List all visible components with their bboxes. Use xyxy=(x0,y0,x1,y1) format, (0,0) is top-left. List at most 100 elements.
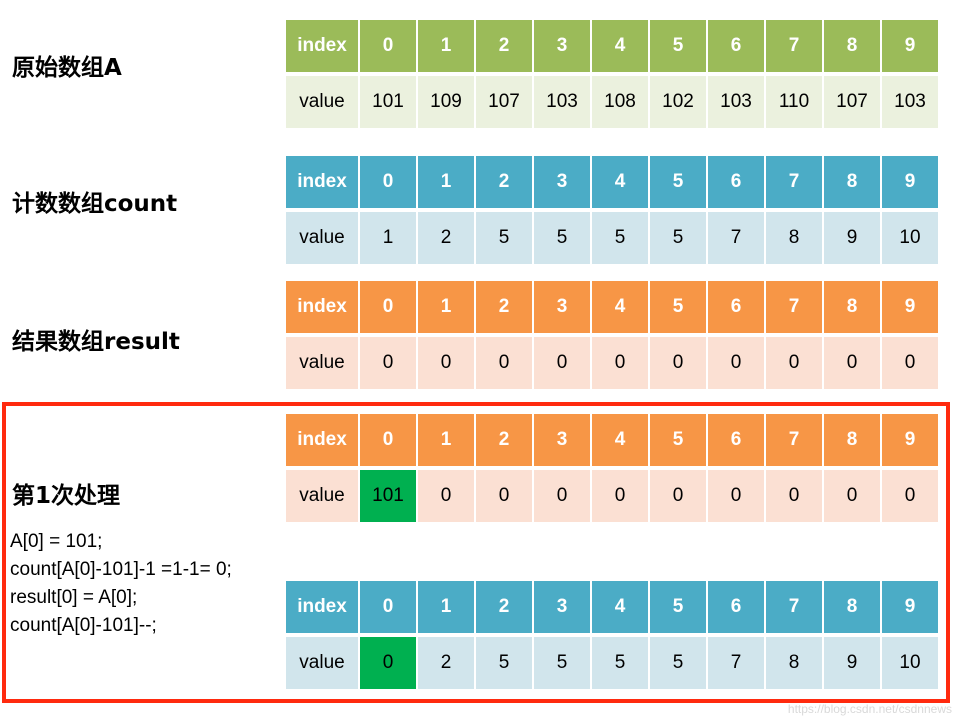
index-header-cell: index xyxy=(286,156,358,208)
step-1-code: A[0] = 101; count[A[0]-101]-1 =1-1= 0; r… xyxy=(10,528,232,640)
index-cell: 3 xyxy=(534,414,590,466)
value-cell: 7 xyxy=(708,212,764,264)
index-cell: 1 xyxy=(418,414,474,466)
index-cell: 7 xyxy=(766,414,822,466)
code-line: A[0] = 101; xyxy=(10,531,103,552)
index-cell: 3 xyxy=(534,281,590,333)
index-cell: 8 xyxy=(824,281,880,333)
index-cell: 5 xyxy=(650,281,706,333)
count-array-label: 计数数组count xyxy=(12,191,178,217)
index-cell: 3 xyxy=(534,20,590,72)
index-cell: 7 xyxy=(766,20,822,72)
value-cell: 0 xyxy=(766,470,822,522)
value-cell: 10 xyxy=(882,212,938,264)
value-cell: 7 xyxy=(708,637,764,689)
step-1-label: 第1次处理 xyxy=(12,483,121,509)
value-cell: 0 xyxy=(534,470,590,522)
index-cell: 0 xyxy=(360,414,416,466)
index-cell: 0 xyxy=(360,281,416,333)
index-row: index 0 1 2 3 4 5 6 7 8 9 xyxy=(286,281,938,333)
value-cell: 1 xyxy=(360,212,416,264)
index-cell: 2 xyxy=(476,581,532,633)
value-cell: 8 xyxy=(766,212,822,264)
value-cell: 0 xyxy=(360,637,416,689)
code-line: result[0] = A[0]; xyxy=(10,587,138,608)
step-1-frame xyxy=(2,402,950,703)
index-cell: 6 xyxy=(708,281,764,333)
index-cell: 7 xyxy=(766,281,822,333)
index-cell: 9 xyxy=(882,156,938,208)
value-cell: 103 xyxy=(534,76,590,128)
value-header-cell: value xyxy=(286,76,358,128)
index-cell: 4 xyxy=(592,414,648,466)
result-array-label: 结果数组result xyxy=(12,329,180,355)
index-cell: 6 xyxy=(708,156,764,208)
step-result-table: index 0 1 2 3 4 5 6 7 8 9 value 101 0 0 0 0 0 0 0 0 0 xyxy=(284,414,940,522)
index-cell: 0 xyxy=(360,581,416,633)
index-header-cell: index xyxy=(286,414,358,466)
value-cell: 0 xyxy=(882,470,938,522)
index-cell: 7 xyxy=(766,581,822,633)
value-cell: 0 xyxy=(650,470,706,522)
code-line: count[A[0]-101]--; xyxy=(10,615,157,636)
index-cell: 8 xyxy=(824,20,880,72)
value-cell: 0 xyxy=(708,470,764,522)
value-cell: 103 xyxy=(882,76,938,128)
value-cell: 103 xyxy=(708,76,764,128)
index-header-cell: index xyxy=(286,581,358,633)
index-row: index 0 1 2 3 4 5 6 7 8 9 xyxy=(286,156,938,208)
value-cell: 101 xyxy=(360,470,416,522)
value-cell: 5 xyxy=(592,212,648,264)
index-cell: 5 xyxy=(650,414,706,466)
value-row: value 0 2 5 5 5 5 7 8 9 10 xyxy=(286,637,938,689)
index-cell: 9 xyxy=(882,20,938,72)
index-cell: 9 xyxy=(882,414,938,466)
value-cell: 110 xyxy=(766,76,822,128)
index-cell: 2 xyxy=(476,20,532,72)
original-array-table: index 0 1 2 3 4 5 6 7 8 9 value 101 109 107 103 108 102 10… xyxy=(284,20,940,128)
value-cell: 9 xyxy=(824,637,880,689)
value-cell: 9 xyxy=(824,212,880,264)
index-cell: 0 xyxy=(360,20,416,72)
value-cell: 0 xyxy=(592,470,648,522)
value-header-cell: value xyxy=(286,337,358,389)
count-array-table: index 0 1 2 3 4 5 6 7 8 9 value 1 2 5 5 5 5 7 8 9 10 xyxy=(284,156,940,264)
index-cell: 6 xyxy=(708,581,764,633)
value-cell: 0 xyxy=(592,337,648,389)
index-cell: 6 xyxy=(708,414,764,466)
index-cell: 2 xyxy=(476,414,532,466)
index-cell: 1 xyxy=(418,156,474,208)
value-cell: 5 xyxy=(476,637,532,689)
index-cell: 6 xyxy=(708,20,764,72)
value-cell: 102 xyxy=(650,76,706,128)
index-cell: 5 xyxy=(650,20,706,72)
code-line: count[A[0]-101]-1 =1-1= 0; xyxy=(10,559,232,580)
index-cell: 8 xyxy=(824,414,880,466)
value-cell: 108 xyxy=(592,76,648,128)
index-cell: 3 xyxy=(534,581,590,633)
value-cell: 0 xyxy=(824,337,880,389)
index-cell: 1 xyxy=(418,581,474,633)
value-cell: 10 xyxy=(882,637,938,689)
value-row: value 101 109 107 103 108 102 103 110 107 103 xyxy=(286,76,938,128)
value-cell: 0 xyxy=(708,337,764,389)
value-cell: 0 xyxy=(824,470,880,522)
index-header-cell: index xyxy=(286,20,358,72)
value-cell: 0 xyxy=(882,337,938,389)
index-row: index 0 1 2 3 4 5 6 7 8 9 xyxy=(286,414,938,466)
index-cell: 8 xyxy=(824,581,880,633)
value-cell: 0 xyxy=(534,337,590,389)
index-cell: 2 xyxy=(476,281,532,333)
index-cell: 3 xyxy=(534,156,590,208)
value-cell: 5 xyxy=(534,212,590,264)
value-cell: 0 xyxy=(650,337,706,389)
index-cell: 9 xyxy=(882,281,938,333)
value-cell: 5 xyxy=(650,212,706,264)
index-row: index 0 1 2 3 4 5 6 7 8 9 xyxy=(286,581,938,633)
index-cell: 7 xyxy=(766,156,822,208)
index-row: index 0 1 2 3 4 5 6 7 8 9 xyxy=(286,20,938,72)
index-cell: 5 xyxy=(650,581,706,633)
index-cell: 5 xyxy=(650,156,706,208)
index-header-cell: index xyxy=(286,281,358,333)
value-cell: 2 xyxy=(418,212,474,264)
